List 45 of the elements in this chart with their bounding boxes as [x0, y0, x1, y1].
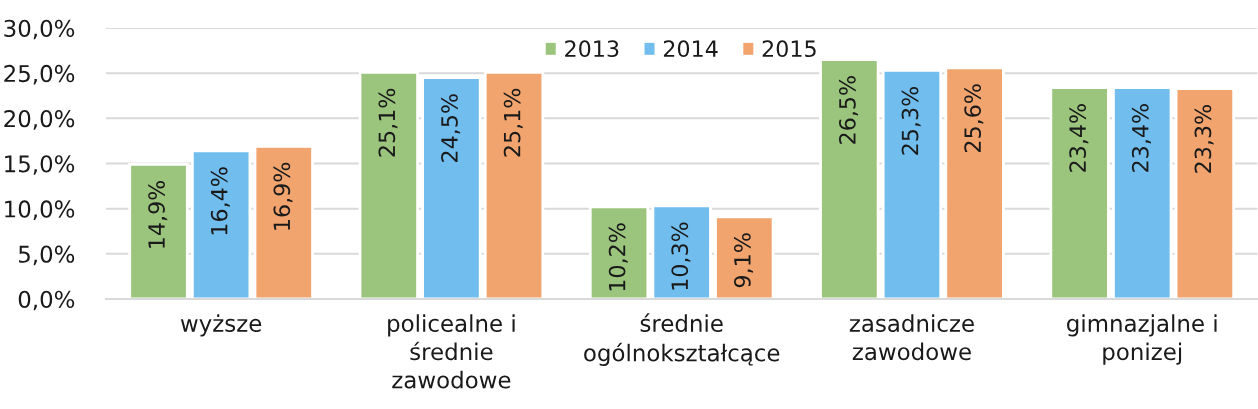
data-label: 23,4%: [1131, 104, 1151, 172]
data-label: 25,3%: [901, 86, 921, 155]
data-label: 25,1%: [378, 88, 398, 157]
x-tick-label: policealne i średnie zawodowe: [388, 314, 515, 389]
bar: [1112, 86, 1173, 299]
x-tick-label: wyższe: [180, 314, 262, 337]
bar: [881, 69, 943, 299]
bar: [651, 204, 712, 299]
legend-label: 2013: [565, 40, 619, 58]
data-label: 26,5%: [838, 76, 859, 144]
bar: [588, 205, 650, 299]
bar: [1049, 86, 1110, 299]
bar: [714, 215, 775, 299]
legend-label: 2015: [762, 40, 816, 58]
bar: [944, 66, 1005, 299]
bar: [253, 144, 314, 299]
y-tick-label: 20,0%: [4, 110, 75, 130]
bar: [819, 58, 880, 299]
bar: [483, 70, 545, 299]
data-label: 25,6%: [964, 84, 984, 152]
bar: [421, 76, 482, 299]
bar: [1174, 87, 1236, 299]
y-tick-label: 5,0%: [18, 245, 75, 266]
legend-label: 2014: [663, 40, 718, 58]
y-tick-label: 0,0%: [18, 290, 75, 311]
data-label: 23,4%: [1069, 104, 1089, 172]
data-label: 16,4%: [210, 167, 230, 235]
bar: [358, 70, 419, 299]
data-label: 25,1%: [503, 88, 523, 157]
data-label: 10,2%: [608, 223, 628, 291]
data-label: 23,3%: [1194, 105, 1214, 173]
bar: [190, 149, 252, 299]
y-tick-label: 15,0%: [5, 155, 75, 175]
bar: [128, 163, 189, 299]
x-tick-label: gimnazjalne i ponizej: [1067, 314, 1217, 365]
x-tick-label: zasadnicze zawodowe: [849, 314, 974, 361]
y-tick-label: 25,0%: [4, 64, 75, 85]
data-label: 10,3%: [671, 222, 691, 290]
data-label: 16,9%: [273, 162, 293, 230]
y-tick-label: 10,0%: [5, 200, 75, 221]
x-tick-label: średnie ogólnokształcące: [584, 313, 780, 366]
data-label: 24,5%: [441, 94, 461, 162]
data-label: 9,1%: [733, 233, 754, 288]
data-label: 14,9%: [148, 180, 168, 248]
y-tick-label: 30,0%: [4, 19, 75, 40]
